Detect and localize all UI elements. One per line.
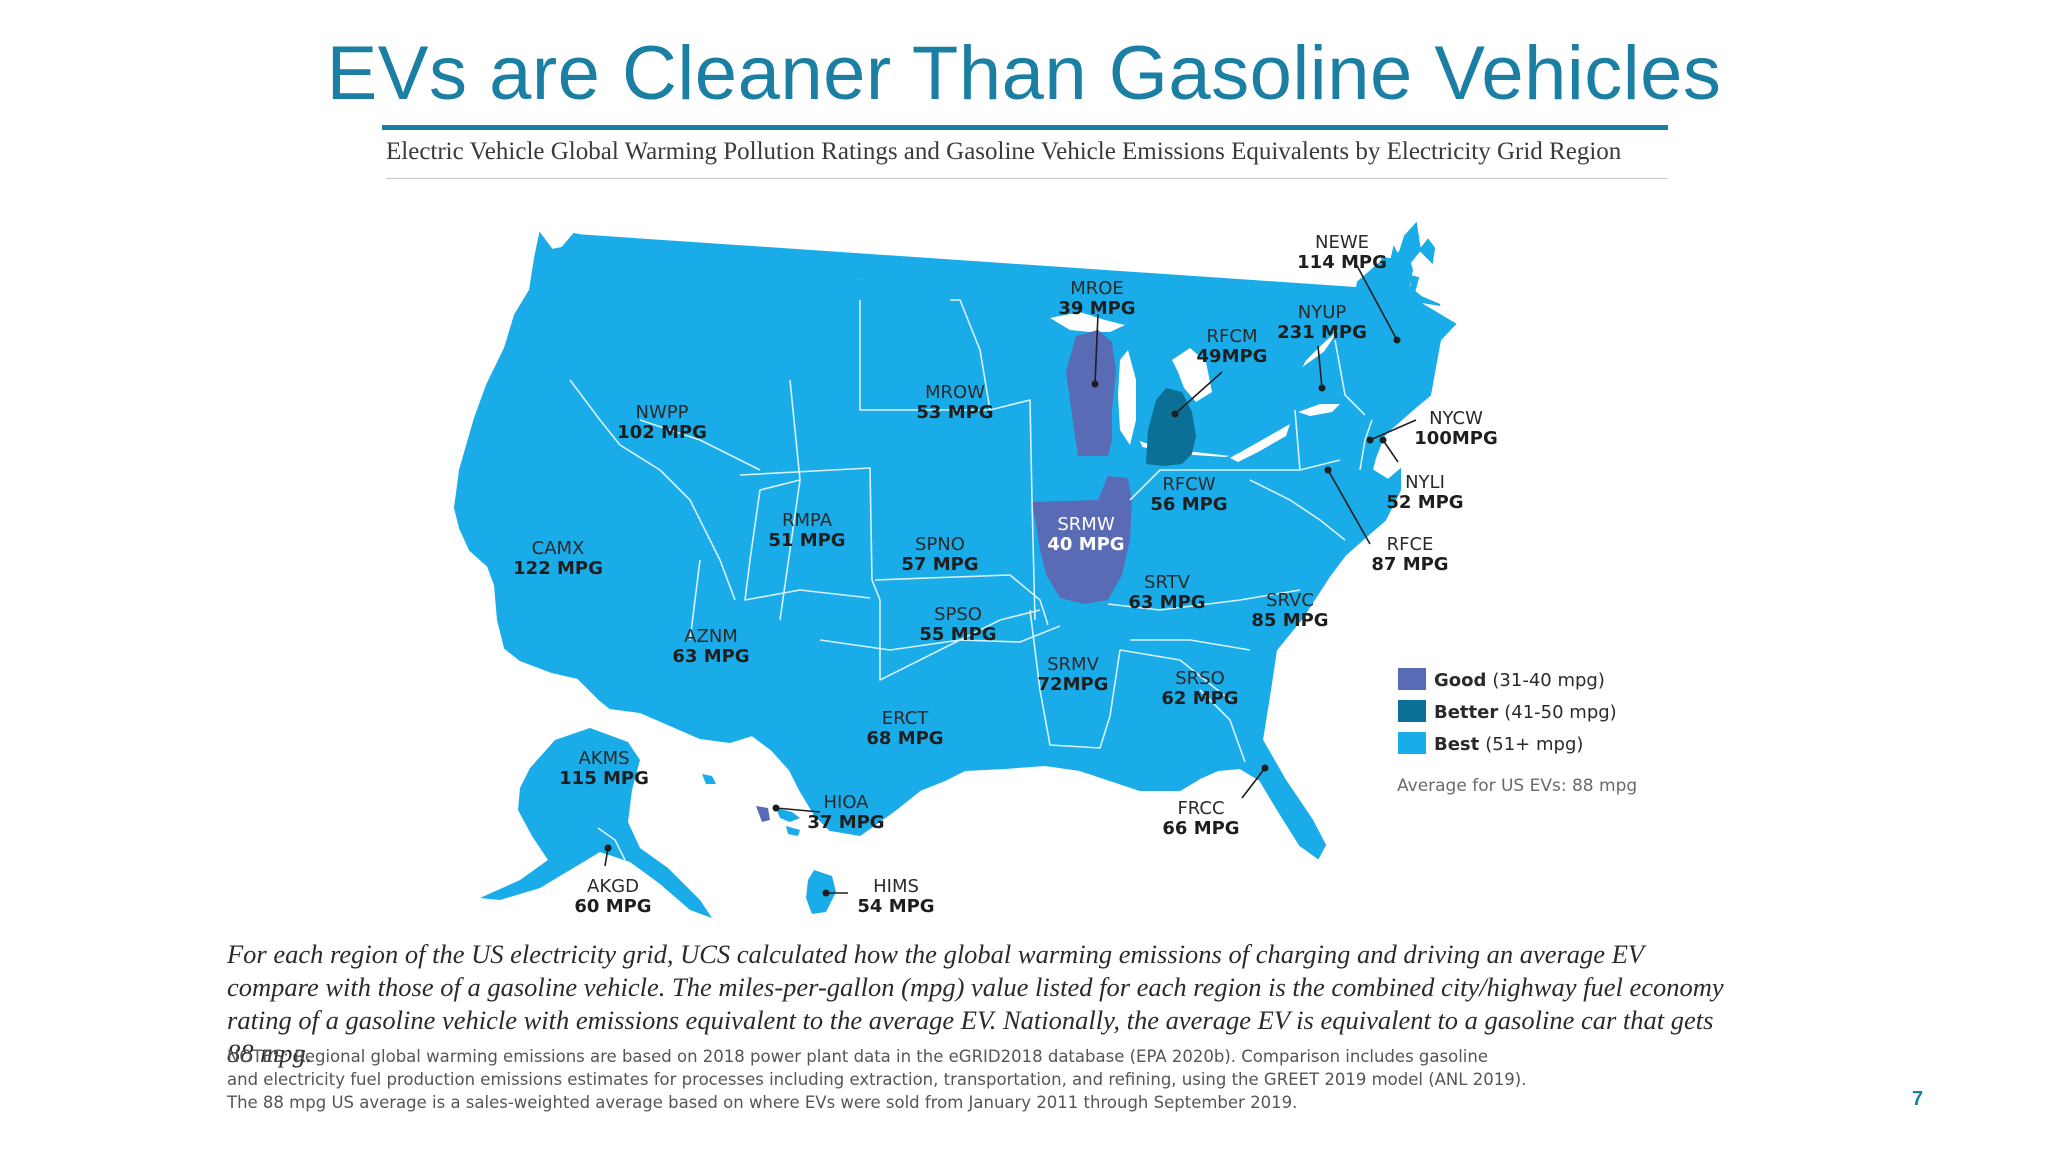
lake-huron xyxy=(1172,348,1212,402)
region-label-rfce: RFCE 87 MPG xyxy=(1371,534,1448,575)
region-label-akgd: AKGD 60 MPG xyxy=(574,876,651,917)
region-label-frcc: FRCC 66 MPG xyxy=(1162,798,1239,839)
lake-michigan xyxy=(1118,350,1136,445)
legend-swatch-good xyxy=(1398,668,1426,690)
region-label-newe: NEWE 114 MPG xyxy=(1297,232,1387,273)
contiguous-us-body xyxy=(453,231,1414,860)
region-boundaries xyxy=(569,299,1373,763)
lake-superior xyxy=(1050,312,1125,332)
slide-title: EVs are Cleaner Than Gasoline Vehicles xyxy=(326,31,1722,116)
map-legend: Good (31-40 mpg) Better (41-50 mpg) Best (5… xyxy=(1397,668,1637,796)
region-label-nyup: NYUP 231 MPG xyxy=(1277,302,1367,343)
region-label-erct: ERCT 68 MPG xyxy=(866,708,943,749)
legend-item-best: Best (51+ mpg) xyxy=(1434,734,1583,755)
heading-divider xyxy=(386,178,1668,179)
region-label-spso: SPSO 55 MPG xyxy=(919,604,996,645)
hawaii-islands-shape xyxy=(702,774,836,914)
region-label-srvc: SRVC 85 MPG xyxy=(1251,590,1328,631)
region-label-akms: AKMS 115 MPG xyxy=(559,748,649,789)
region-label-nycw: NYCW 100MPG xyxy=(1414,408,1497,449)
region-label-rmpa: RMPA 51 MPG xyxy=(768,510,845,551)
region-label-rfcw: RFCW 56 MPG xyxy=(1150,474,1227,515)
region-label-nyli: NYLI 52 MPG xyxy=(1386,472,1463,513)
region-label-srso: SRSO 62 MPG xyxy=(1161,668,1238,709)
region-srmw-shape xyxy=(1032,476,1132,604)
hawaii-oahu-shape xyxy=(756,806,770,822)
map-notes: NOTES: Regional global warming emissions… xyxy=(227,1047,1527,1112)
lake-erie xyxy=(1230,424,1290,462)
region-label-nwpp: NWPP 102 MPG xyxy=(617,402,707,443)
region-label-spno: SPNO 57 MPG xyxy=(901,534,978,575)
legend-item-better: Better (41-50 mpg) xyxy=(1434,702,1617,723)
region-label-camx: CAMX 122 MPG xyxy=(513,538,603,579)
region-label-hioa: HIOA 37 MPG xyxy=(807,792,884,833)
region-label-srmv: SRMV 72MPG xyxy=(1038,654,1109,695)
page-number: 7 xyxy=(1912,1088,1924,1110)
average-note: Average for US EVs: 88 mpg xyxy=(1397,776,1637,796)
region-label-hims: HIMS 54 MPG xyxy=(857,876,934,917)
alaska-shape xyxy=(480,728,712,918)
alaska-boundary xyxy=(597,827,626,861)
region-label-mroe: MROE 39 MPG xyxy=(1058,278,1135,319)
lake-ontario xyxy=(1298,404,1340,416)
region-rfcm-shape xyxy=(1146,388,1196,466)
leader-lines xyxy=(604,261,1417,894)
map-caption: For each region of the US electricity gr… xyxy=(227,939,1724,1068)
region-label-aznm: AZNM 63 MPG xyxy=(672,626,749,667)
legend-swatch-better xyxy=(1398,700,1426,722)
region-label-srtv: SRTV 63 MPG xyxy=(1128,572,1205,613)
leader-dots xyxy=(604,336,1401,897)
legend-item-good: Good (31-40 mpg) xyxy=(1434,670,1605,691)
region-label-rfcm: RFCM 49MPG xyxy=(1197,326,1268,367)
region-label-srmw: SRMW 40 MPG xyxy=(1047,514,1124,555)
contiguous-us-landmass xyxy=(574,221,1457,470)
region-mroe-shape xyxy=(1066,330,1116,456)
title-underline xyxy=(382,125,1668,130)
map-heading: Electric Vehicle Global Warming Pollutio… xyxy=(386,138,1622,165)
legend-swatch-best xyxy=(1398,732,1426,754)
region-label-mrow: MROW 53 MPG xyxy=(916,382,993,423)
